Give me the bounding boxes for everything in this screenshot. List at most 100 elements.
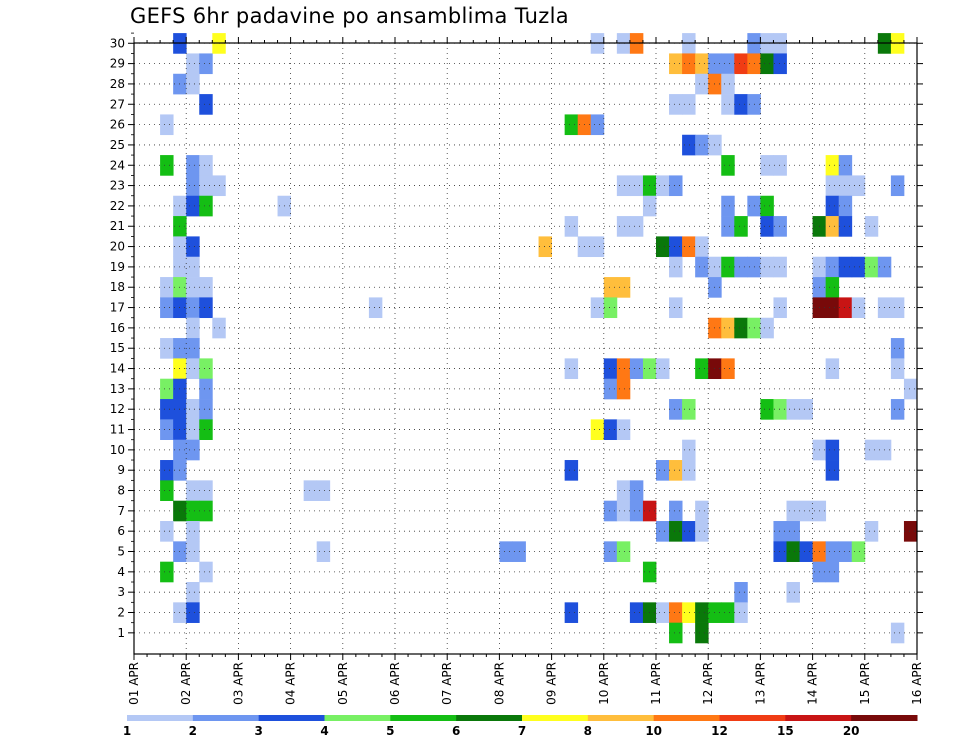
precip-cell [669,500,683,522]
y-tick-label: 28 [110,77,125,91]
x-tick-label: 12 APR [701,662,715,705]
precip-cell [864,216,879,237]
y-tick-label: 12 [110,402,125,416]
precip-cell [851,256,866,278]
precip-cell [825,541,840,562]
precip-cell [864,521,879,542]
x-tick-label: 13 APR [753,662,767,705]
precip-cell [616,541,631,562]
precip-cell [838,297,853,319]
precip-cell [199,94,213,115]
legend-label: 5 [386,724,394,738]
precip-cell [773,216,787,237]
precip-cell [682,521,696,542]
precip-cell [669,175,683,197]
precip-cell [160,297,174,319]
precip-cell [160,114,174,136]
precip-cell [695,521,709,542]
x-tick-label: 10 APR [597,662,611,705]
precip-cell [760,195,774,217]
precip-cell [160,521,174,542]
legend-swatch [653,715,720,721]
precip-cell [682,236,696,258]
precip-cell [890,622,905,644]
legend-swatch [192,715,260,721]
precip-cell [669,460,683,481]
precip-cell [773,256,787,278]
precip-cell [903,378,918,400]
precip-cell [616,378,631,400]
precip-cell [695,622,709,644]
precip-cell [695,53,709,75]
precip-cell [590,419,605,440]
precip-cell [160,460,174,481]
precip-cell [734,216,748,237]
precip-cell [864,256,879,278]
precip-cell [616,358,631,380]
precip-cell [825,297,840,319]
legend-label: 7 [518,724,526,738]
precip-cell [564,460,579,481]
precip-cell [825,277,840,298]
precip-cell [603,378,618,400]
precip-cell [903,521,918,542]
legend-label: 15 [777,724,794,738]
precip-cell [695,602,709,623]
precip-cell [669,53,683,75]
precip-cell [186,236,200,258]
precip-cell [890,358,905,380]
precip-cell [186,541,200,562]
precip-cell [760,256,774,278]
axes: 1234567891011121314151617181920212223242… [110,32,924,705]
precip-cell [669,399,683,420]
y-tick-label: 20 [110,240,125,254]
precip-cell [721,317,735,339]
precip-cell [186,602,200,623]
precip-cell [199,195,213,217]
legend-swatch [456,715,523,721]
precip-cell [160,378,174,400]
y-tick-label: 3 [117,585,125,599]
precip-cell [160,561,174,583]
precip-cell [316,541,331,562]
y-tick-label: 30 [110,36,125,50]
precip-cell [186,195,200,217]
precip-cell [616,500,631,522]
precip-cell [786,541,800,562]
precip-cell [669,622,683,644]
legend-swatch [851,715,918,721]
legend-label: 4 [320,724,328,738]
precip-cell [682,134,696,156]
precip-cell [160,155,174,176]
precip-cell [799,399,813,420]
y-tick-label: 22 [110,199,125,213]
y-tick-label: 23 [110,179,125,193]
precip-cell [734,317,748,339]
y-tick-label: 10 [110,443,125,457]
precip-cell [656,236,670,258]
precip-cell [186,358,200,380]
y-tick-label: 29 [110,57,125,71]
y-tick-label: 18 [110,280,125,294]
colorbar-legend: 1 2 3 4 5 6 7 8 10 12 15 20 [123,715,918,738]
precip-cell [682,94,696,115]
y-tick-label: 27 [110,97,125,111]
precip-cell [825,561,840,583]
precip-cell [890,175,905,197]
y-tick-label: 24 [110,158,125,172]
precip-cell [682,439,696,461]
precip-cell [838,155,853,176]
precip-cell [656,358,670,380]
precip-cell [603,500,618,522]
precip-cell [564,114,579,136]
x-tick-label: 01 APR [127,662,141,705]
x-tick-label: 03 APR [231,662,245,705]
precip-cell [825,460,840,481]
precip-cell [616,419,631,440]
precip-cell [186,175,200,197]
chart-title: GEFS 6hr padavine po ansamblima Tuzla [130,4,569,28]
precip-cell [721,155,735,176]
precip-cell [825,256,840,278]
precip-cell [825,439,840,461]
y-tick-label: 26 [110,118,125,132]
